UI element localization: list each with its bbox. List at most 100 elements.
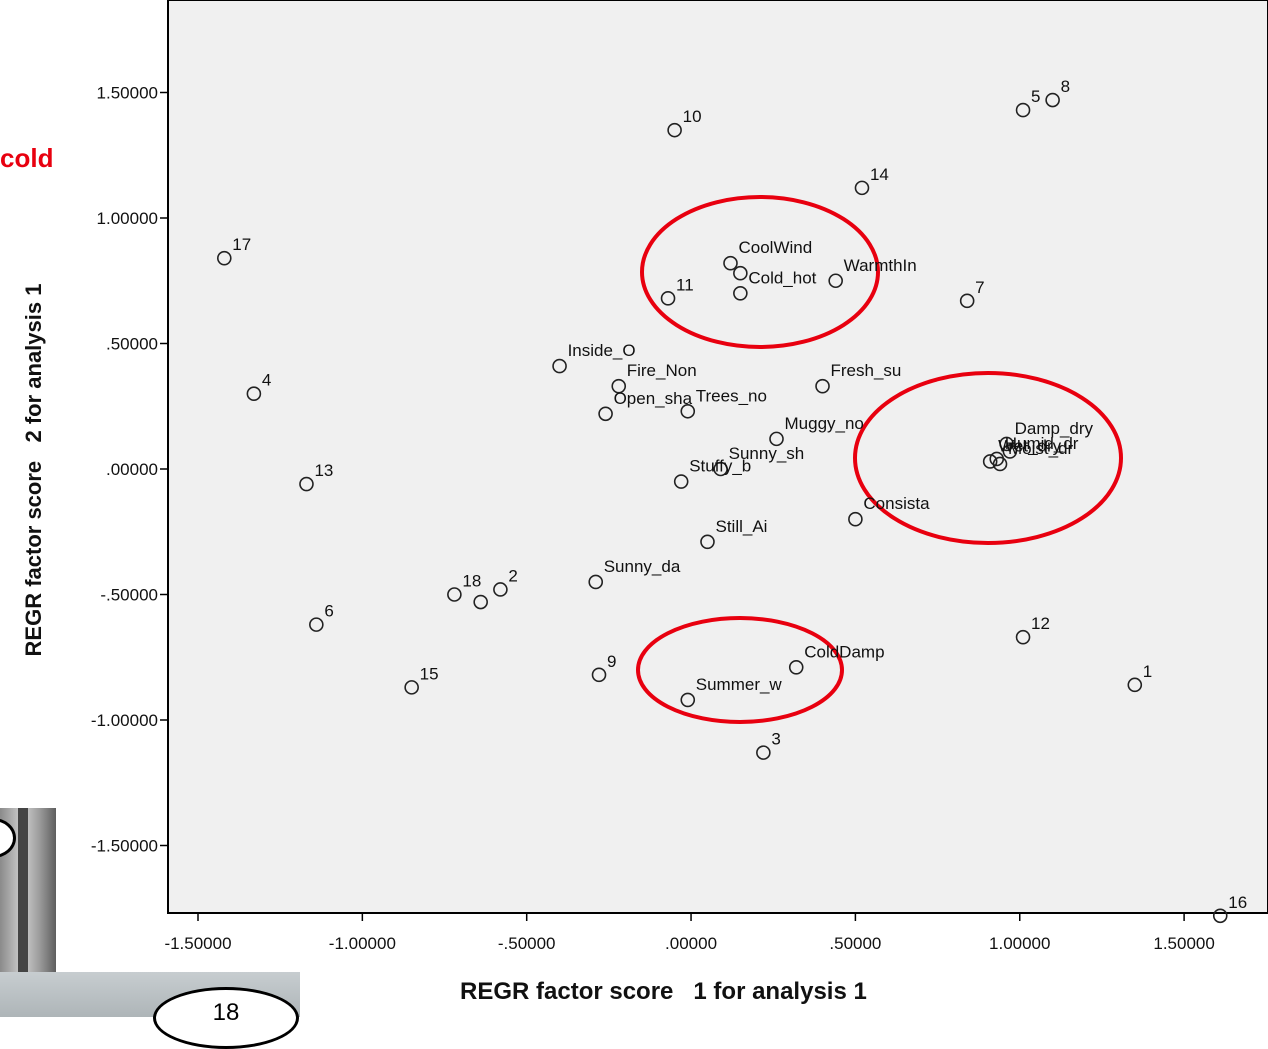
data-point: [756, 745, 771, 760]
y-tick-label: .00000: [106, 460, 158, 479]
x-tick-label: 1.50000: [1153, 934, 1214, 953]
data-point: [1212, 908, 1228, 924]
data-point: [733, 265, 748, 281]
point-label: ColdDamp: [804, 642, 884, 661]
point-label: 14: [870, 165, 889, 184]
point-label: 2: [508, 566, 517, 585]
data-point: [999, 436, 1014, 452]
point-label: Moist_dr: [1008, 439, 1074, 458]
y-tick-label: 1.00000: [97, 209, 158, 228]
point-label: Wet_dry: [998, 436, 1061, 455]
x-tick-label: -1.00000: [329, 934, 396, 953]
data-point: [552, 358, 567, 374]
point-label: 7: [975, 278, 984, 297]
point-label: 15: [420, 664, 439, 683]
data-point: [404, 680, 419, 695]
tree-trunk-shape: [18, 808, 28, 972]
data-point: [299, 476, 314, 492]
data-point: [700, 534, 715, 550]
highlight-ellipse-cold: [640, 195, 880, 349]
point-label: 17: [232, 235, 251, 254]
data-point: [769, 431, 784, 447]
point-label: CoolWind: [738, 238, 812, 257]
point-label: 11: [676, 275, 694, 294]
data-point: [660, 291, 676, 306]
data-point: [598, 406, 613, 422]
data-point: [216, 250, 232, 266]
side-title: cold: [0, 143, 54, 173]
point-label: Sunny_da: [604, 557, 681, 576]
point-label: 8: [1061, 77, 1070, 96]
x-tick-label: .50000: [829, 934, 881, 953]
data-point: [828, 273, 843, 289]
data-point: [667, 122, 682, 138]
data-point: [447, 587, 462, 602]
data-point: [309, 617, 324, 632]
point-label: Still_Ai: [715, 517, 767, 536]
point-label: Open_sha: [614, 389, 693, 408]
data-point: [1127, 677, 1143, 693]
highlight-ellipses: [636, 195, 1123, 724]
data-point: [1045, 92, 1060, 108]
point-label: Sunny_sh: [729, 444, 805, 463]
y-axis: 1.50000 1.00000 .50000 .00000 -.50000 -1.0000…: [91, 84, 168, 856]
data-point: [854, 180, 870, 196]
point-label: 18: [462, 572, 481, 591]
x-tick-label: -1.50000: [164, 934, 231, 953]
point-label: 13: [314, 461, 333, 480]
point-label: 6: [324, 602, 333, 621]
point-label: 10: [683, 107, 702, 126]
point-label: Muggy_no: [785, 414, 864, 433]
data-point: [493, 582, 508, 597]
scatter-plot: -1.50000 -1.00000 -.50000.00000.50000 1.000…: [91, 0, 1268, 953]
data-point: [680, 403, 696, 419]
data-point: [1015, 629, 1031, 645]
data-point: [815, 378, 830, 394]
point-label: Stuffy_b: [689, 457, 751, 476]
point-label: 12: [1031, 614, 1050, 633]
data-point: [680, 692, 696, 708]
point-label: Consista: [863, 494, 930, 513]
point-label: Cold_hot: [748, 268, 816, 287]
point-label: 5: [1031, 87, 1040, 106]
data-point: [591, 667, 607, 683]
data-point: [788, 659, 804, 675]
data-point: [611, 378, 627, 394]
point-label: Fire_Non: [627, 361, 697, 380]
point-label: Inside_O: [568, 341, 636, 360]
data-point: [848, 511, 863, 527]
highlight-ellipse-damp: [853, 371, 1123, 545]
y-tick-label: -.50000: [100, 586, 158, 605]
data-point: [473, 594, 488, 610]
data-point: [992, 456, 1008, 472]
point-label: 3: [771, 730, 780, 749]
point-label: 4: [262, 371, 271, 390]
point-label: Trees_no: [696, 386, 767, 405]
data-point: [1002, 444, 1018, 459]
data-point: [246, 386, 262, 402]
x-tick-label: 1.00000: [989, 934, 1050, 953]
point-label: Summer_w: [696, 675, 783, 694]
highlight-ellipse-summer: [636, 616, 844, 724]
point-label: WarmthIn: [844, 256, 917, 275]
data-point: [673, 474, 689, 489]
point-label: 1: [1143, 662, 1152, 681]
plot-area: [167, 0, 1268, 914]
x-axis: -1.50000 -1.00000 -.50000 .00000 .50000 1.000…: [164, 913, 1215, 953]
data-point: [733, 285, 748, 301]
point-label: 16: [1228, 893, 1247, 912]
point-label: Fresh_su: [831, 361, 902, 380]
data-point: [959, 293, 975, 309]
y-tick-label: -1.50000: [91, 837, 158, 856]
y-tick-label: .50000: [106, 335, 158, 354]
data-point: [588, 574, 604, 590]
x-tick-label: -.50000: [498, 934, 556, 953]
data-point: [1015, 102, 1031, 118]
y-tick-label: -1.00000: [91, 711, 158, 730]
point-label: Damp_dry: [1015, 419, 1094, 438]
x-tick-label: .00000: [665, 934, 717, 953]
data-point: [713, 461, 728, 477]
data-point: [982, 454, 998, 469]
point-label: 9: [607, 652, 616, 671]
